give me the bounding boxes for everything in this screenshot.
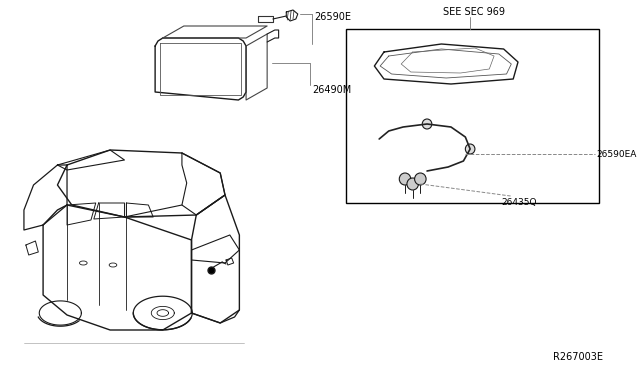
Circle shape xyxy=(422,119,432,129)
Circle shape xyxy=(415,173,426,185)
Circle shape xyxy=(407,178,419,190)
Text: 26590EA: 26590EA xyxy=(596,150,637,158)
Text: 26435Q: 26435Q xyxy=(501,198,536,207)
Text: R267003E: R267003E xyxy=(553,352,604,362)
Bar xyxy=(346,29,600,203)
Text: 26590E: 26590E xyxy=(314,12,351,22)
Circle shape xyxy=(399,173,411,185)
Text: SEE SEC 969: SEE SEC 969 xyxy=(444,7,506,17)
Text: 26490M: 26490M xyxy=(312,85,351,95)
Circle shape xyxy=(465,144,475,154)
